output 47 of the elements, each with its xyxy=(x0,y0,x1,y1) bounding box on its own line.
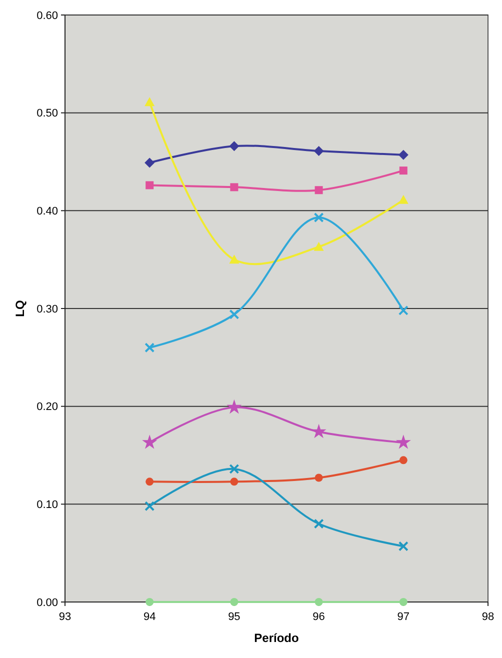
point xyxy=(229,309,240,320)
y-tick-label: 0.00 xyxy=(36,596,58,609)
point xyxy=(226,399,242,414)
point xyxy=(314,186,323,194)
point xyxy=(229,254,240,264)
point xyxy=(314,146,324,156)
point xyxy=(230,478,238,486)
x-tick-label: 98 xyxy=(482,611,494,623)
point xyxy=(229,464,240,474)
point xyxy=(230,183,238,192)
x-tick-label: 93 xyxy=(58,611,72,623)
point xyxy=(398,541,408,552)
x-tick-label: 94 xyxy=(143,611,156,623)
point xyxy=(144,97,155,106)
point xyxy=(398,194,408,204)
point xyxy=(229,141,240,152)
point xyxy=(314,518,324,529)
point xyxy=(399,456,408,464)
point xyxy=(144,501,155,512)
x-tick-label: 97 xyxy=(397,611,410,623)
point xyxy=(144,342,155,353)
point xyxy=(399,598,408,606)
x-axis-title: Período xyxy=(254,631,299,645)
point xyxy=(146,478,154,486)
point xyxy=(396,434,411,449)
point xyxy=(314,212,324,223)
point xyxy=(146,598,154,606)
point xyxy=(144,158,155,168)
y-tick-label: 0.30 xyxy=(36,303,58,316)
y-tick-label: 0.40 xyxy=(36,206,58,218)
point xyxy=(314,474,323,482)
point xyxy=(230,598,238,606)
point xyxy=(399,166,408,175)
y-axis-title: LQ xyxy=(13,300,27,317)
y-tick-label: 0.50 xyxy=(36,108,58,120)
y-tick-label: 0.10 xyxy=(36,499,58,512)
x-tick-label: 96 xyxy=(312,611,325,623)
point xyxy=(146,181,154,190)
point xyxy=(314,598,323,606)
x-tick-label: 95 xyxy=(228,611,240,623)
point xyxy=(398,305,408,316)
point xyxy=(314,242,324,251)
y-tick-label: 0.20 xyxy=(36,401,58,414)
point xyxy=(398,150,408,160)
point xyxy=(142,434,158,449)
point xyxy=(311,424,326,438)
y-tick-label: 0.60 xyxy=(36,10,58,22)
